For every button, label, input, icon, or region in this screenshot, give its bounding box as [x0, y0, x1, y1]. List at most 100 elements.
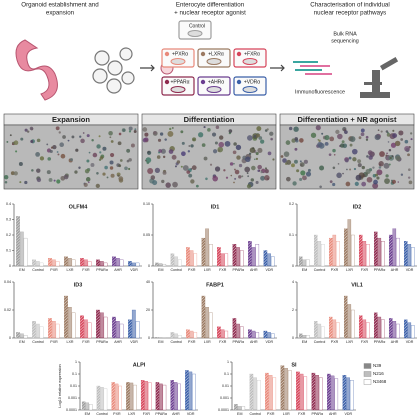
x-tick-label: PPARα: [374, 340, 386, 344]
x-tick-label: PPARα: [232, 340, 244, 344]
y-tick-label: 0: [148, 336, 150, 340]
organoid: [169, 127, 172, 131]
treatment-label: +LXRα: [208, 51, 224, 57]
bar: [392, 228, 397, 267]
organoid: [391, 155, 394, 158]
organoid: [264, 169, 269, 174]
organoid: [49, 149, 53, 154]
organoid: [165, 182, 171, 188]
x-tick-label: PPARα: [155, 412, 167, 416]
organoid: [235, 144, 242, 151]
organoid: [264, 167, 268, 170]
bar: [334, 378, 339, 411]
organoid: [145, 157, 152, 163]
organoid: [228, 129, 233, 133]
organoid: [294, 159, 298, 164]
bar-hatch: [232, 318, 237, 338]
organoid: [99, 151, 102, 154]
x-tick-label: AHR: [391, 340, 399, 344]
method-label: Bulk RNA: [333, 31, 357, 37]
y-tick-label: 1: [227, 360, 229, 364]
x-tick-label: LXR: [67, 268, 74, 272]
chart-title: ID1: [211, 204, 220, 210]
x-tick-label: FXR: [219, 340, 227, 344]
bar: [188, 371, 193, 411]
x-tick-label: EM: [302, 340, 307, 344]
y-tick-label: 0.01: [222, 384, 229, 388]
organoid: [299, 162, 305, 167]
y-tick-label: 0.1: [6, 248, 11, 252]
bar-hatch: [299, 256, 303, 266]
bar-hatch: [141, 380, 145, 410]
organoid: [329, 136, 335, 142]
bar: [39, 262, 44, 267]
organoid: [332, 182, 336, 187]
organoid: [118, 132, 122, 136]
organoid: [144, 137, 149, 142]
bar: [174, 333, 178, 339]
organoid: [234, 169, 240, 175]
organoid: [128, 167, 131, 171]
organoid: [392, 133, 398, 139]
organoid: [19, 181, 22, 184]
organoid: [67, 139, 70, 142]
bar: [256, 380, 261, 411]
bar: [115, 258, 120, 267]
bar: [100, 387, 104, 411]
bar-hatch: [374, 312, 378, 338]
bar: [241, 406, 246, 411]
treatment-label: +AHRα: [208, 79, 224, 85]
organoid: [109, 136, 112, 139]
x-tick-label: VDR: [187, 412, 195, 416]
organoid: [57, 153, 60, 156]
organoid: [53, 179, 56, 182]
treatment-dot: [200, 51, 206, 57]
organoid: [78, 166, 81, 169]
bar-hatch: [155, 262, 159, 266]
dish-icon: [242, 86, 258, 93]
bar-hatch: [234, 404, 238, 410]
method-label: sequencing: [331, 38, 359, 44]
x-tick-label: Control: [314, 340, 326, 344]
organoid: [336, 172, 342, 179]
bar-hatch: [64, 296, 68, 338]
organoid: [361, 165, 365, 170]
x-tick-label: Control: [170, 268, 182, 272]
bar-hatch: [32, 259, 36, 266]
bar: [287, 370, 292, 411]
chart-title: OLFM4: [69, 204, 89, 210]
y-tick-label: 0.2: [289, 202, 294, 206]
bar: [224, 330, 229, 339]
bar: [220, 329, 225, 339]
y-tick-label: 0.10: [143, 202, 150, 206]
x-tick-label: FXR: [82, 340, 90, 344]
y-tick-label: 0: [292, 336, 294, 340]
x-tick-label: PXR: [188, 340, 196, 344]
x-tick-label: AHR: [250, 268, 258, 272]
organoid: [385, 174, 389, 178]
organoid: [294, 147, 298, 151]
legend-label: N3468: [373, 379, 387, 384]
organoid: [244, 166, 251, 173]
organoid: [372, 182, 379, 189]
x-tick-label: VDR: [130, 340, 138, 344]
organoid: [233, 181, 235, 184]
organoid: [46, 143, 49, 146]
bar-hatch: [64, 256, 68, 266]
organoid: [299, 138, 304, 143]
legend-swatch: [363, 371, 372, 377]
organoid: [18, 162, 23, 167]
bar: [99, 261, 104, 267]
organoid: [288, 126, 293, 131]
bar: [224, 253, 229, 267]
organoid: [253, 134, 257, 138]
bar: [177, 383, 181, 411]
organoid: [387, 141, 390, 143]
bar: [366, 322, 370, 339]
bar: [306, 259, 310, 267]
organoid: [390, 142, 397, 148]
legend-label: N216: [373, 371, 384, 376]
y-tick-label: 0.01: [70, 384, 77, 388]
organoid: [300, 170, 306, 176]
organoid: [153, 131, 157, 135]
